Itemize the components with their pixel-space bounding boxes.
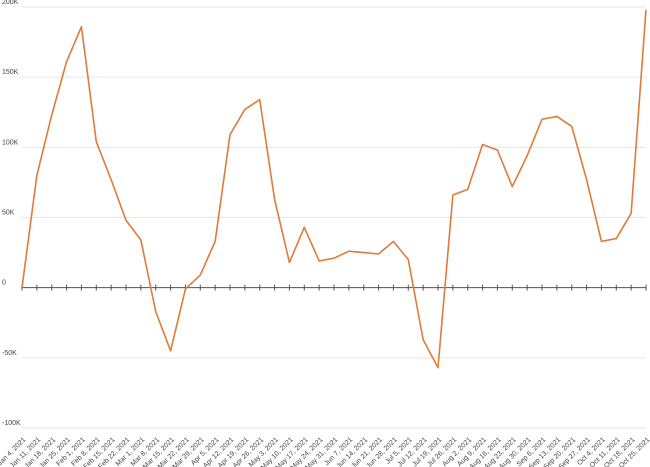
y-tick-label: -50K: [2, 350, 17, 357]
y-tick-label: 150K: [2, 69, 19, 76]
y-tick-label: -100K: [2, 420, 21, 427]
y-tick-label: 200K: [2, 0, 19, 6]
y-tick-label: 0: [2, 280, 6, 287]
y-tick-label: 50K: [2, 210, 15, 217]
line: [21, 9, 647, 369]
y-tick-label: 100K: [2, 139, 19, 146]
